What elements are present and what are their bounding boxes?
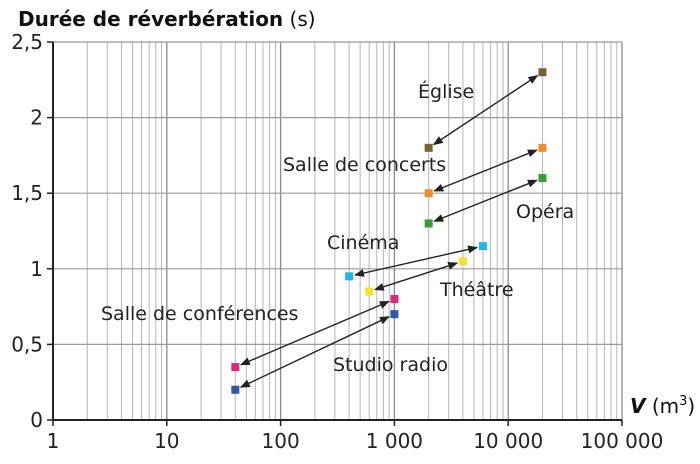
x-tick-label: 1 [47,429,60,453]
x-axis-title-unit-post: ) [687,394,695,418]
y-tick-label: 2,5 [11,30,43,54]
series-arrow [373,262,459,291]
series-label: Église [418,80,474,103]
y-tick-label: 2 [30,106,43,130]
data-point [458,257,467,266]
x-tick-label: 100 000 [581,429,664,453]
y-axis-title-main: Durée de réverbération [18,7,283,31]
data-point [478,242,487,251]
y-tick-label: 0 [30,408,43,432]
data-point [424,143,433,152]
x-tick-label: 10 [154,429,179,453]
data-point [424,189,433,198]
x-axis-title-main: V [630,394,647,418]
data-point [424,219,433,228]
x-tick-label: 100 [262,429,300,453]
axes [47,41,623,426]
tick-labels: 1 10 100 1 000 10 000 100 000 0 0,5 1 1,5 2 2,5 [11,30,663,453]
x-axis-title-unit-pre: (m [645,394,679,418]
x-tick-label: 10 000 [473,429,543,453]
y-tick-label: 0,5 [11,332,43,356]
x-tick-label: 1 000 [366,429,423,453]
series-label: Studio radio [333,354,448,376]
data-point [538,174,547,183]
data-point [231,385,240,394]
y-axis-title: Durée de réverbération (s) [18,7,316,31]
series-label: Salle de conférences [101,303,298,325]
series-arrow [432,74,539,146]
data-point [365,287,374,296]
data-point [538,143,547,152]
y-tick-label: 1,5 [11,181,43,205]
series-arrow [433,179,538,222]
series-arrow [433,149,538,192]
series-label: Opéra [516,201,574,223]
y-axis-title-unit: (s) [283,7,315,31]
series-arrow [239,316,390,388]
data-points [231,68,547,394]
x-axis-title-unit-sup: 3 [679,394,687,409]
series-label: Cinéma [327,232,399,254]
x-axis-title: V (m3) [630,394,695,418]
arrows [239,74,539,388]
series-label: Théâtre [439,279,514,301]
data-point [538,68,547,77]
data-point [390,310,399,319]
data-point [390,295,399,304]
data-point [345,272,354,281]
series-labels: Église Salle de concerts Opéra Cinéma Théâtr… [101,80,574,376]
y-tick-label: 1 [30,257,43,281]
data-point [231,363,240,372]
series-label: Salle de concerts [283,154,446,176]
